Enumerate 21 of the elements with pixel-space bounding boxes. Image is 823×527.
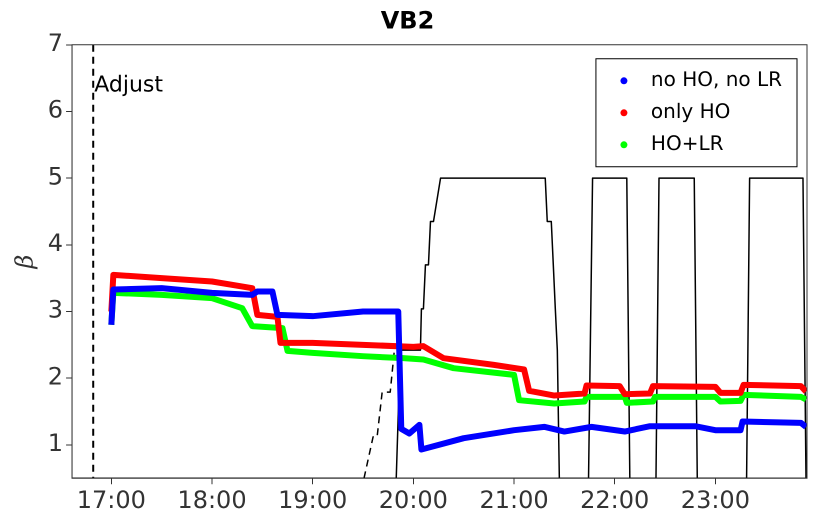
x-tick-label: 18:00 bbox=[177, 486, 247, 514]
y-tick-label: 4 bbox=[48, 229, 64, 258]
y-tick-label: 2 bbox=[48, 362, 64, 390]
x-tick-label: 20:00 bbox=[378, 486, 448, 514]
y-tick-label: 5 bbox=[48, 162, 64, 190]
y-tick-label: 3 bbox=[48, 296, 64, 324]
y-axis-title: β bbox=[10, 254, 39, 270]
y-tick-label: 1 bbox=[48, 429, 64, 458]
x-tick-label: 21:00 bbox=[479, 486, 549, 514]
x-tick-label: 23:00 bbox=[680, 486, 750, 514]
y-tick-label: 6 bbox=[48, 96, 64, 124]
legend-label: HO+LR bbox=[650, 131, 724, 156]
ref-line-label: Adjust bbox=[94, 72, 164, 98]
y-tick-label: 7 bbox=[48, 29, 64, 58]
line-series bbox=[363, 350, 395, 478]
x-tick-label: 19:00 bbox=[278, 486, 348, 514]
legend-label: only HO bbox=[650, 99, 730, 124]
chart-title: VB2 bbox=[380, 6, 434, 35]
x-tick-label: 17:00 bbox=[76, 486, 146, 514]
legend-label: no HO, no LR bbox=[650, 67, 782, 92]
x-tick-label: 22:00 bbox=[580, 486, 650, 514]
